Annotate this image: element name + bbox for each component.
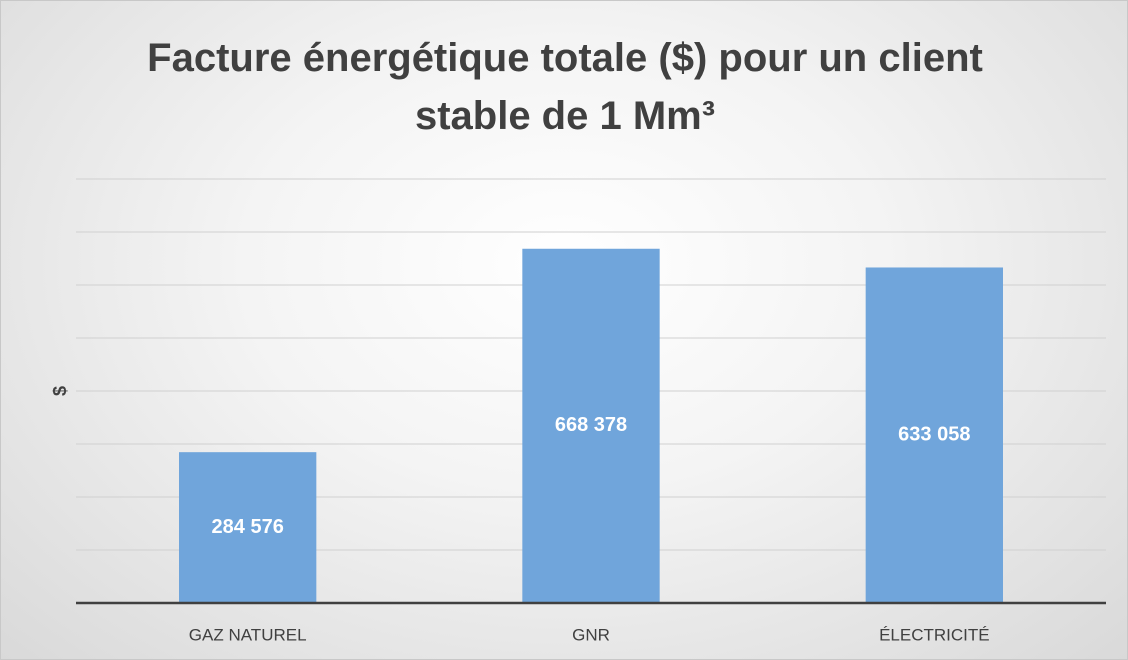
bar — [179, 452, 317, 603]
data-label: 284 576 — [212, 516, 284, 538]
x-tick-label: GNR — [572, 625, 610, 644]
bar — [522, 248, 660, 604]
data-label: 633 058 — [898, 424, 970, 446]
y-axis-label: $ — [50, 386, 70, 396]
x-tick-label: ÉLECTRICITÉ — [879, 625, 990, 644]
bar — [865, 267, 1003, 603]
chart-title: Facture énergétique totale ($) pour un c… — [147, 36, 983, 138]
x-tick-label: GAZ NATUREL — [189, 625, 307, 644]
data-label: 668 378 — [555, 414, 627, 436]
